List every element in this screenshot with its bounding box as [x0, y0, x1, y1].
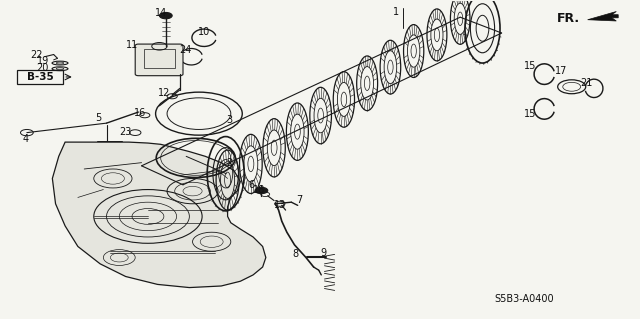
- Text: FR.: FR.: [557, 12, 580, 25]
- Polygon shape: [588, 11, 618, 21]
- Text: 24: 24: [179, 45, 192, 56]
- Text: 19: 19: [36, 56, 49, 66]
- Text: 17: 17: [555, 66, 567, 76]
- Text: 22: 22: [30, 50, 43, 60]
- Text: 12: 12: [158, 88, 171, 98]
- Text: 18: 18: [253, 185, 266, 196]
- Text: 3: 3: [227, 115, 232, 125]
- Text: 23: 23: [120, 127, 132, 137]
- Text: 20: 20: [36, 63, 49, 73]
- Text: B-35: B-35: [27, 72, 54, 82]
- FancyBboxPatch shape: [135, 44, 183, 76]
- Text: 14: 14: [155, 8, 167, 19]
- Text: 10: 10: [198, 27, 210, 37]
- Text: 13: 13: [275, 200, 287, 210]
- Text: 2: 2: [227, 158, 232, 168]
- Text: 21: 21: [580, 78, 593, 88]
- Bar: [17, 70, 63, 84]
- Circle shape: [159, 12, 172, 19]
- Text: 8: 8: [292, 249, 299, 259]
- Polygon shape: [52, 142, 266, 287]
- Text: 16: 16: [134, 108, 147, 118]
- Text: 1: 1: [394, 7, 399, 18]
- Text: 15: 15: [524, 61, 536, 71]
- Text: 7: 7: [296, 195, 303, 205]
- Text: 6: 6: [249, 180, 255, 190]
- Bar: [144, 49, 175, 68]
- Text: 11: 11: [126, 40, 138, 50]
- Text: S5B3-A0400: S5B3-A0400: [494, 293, 554, 304]
- Text: 9: 9: [321, 248, 327, 258]
- Text: 4: 4: [22, 134, 29, 144]
- Text: 5: 5: [95, 113, 101, 123]
- Text: 15: 15: [524, 109, 536, 119]
- Circle shape: [255, 187, 268, 194]
